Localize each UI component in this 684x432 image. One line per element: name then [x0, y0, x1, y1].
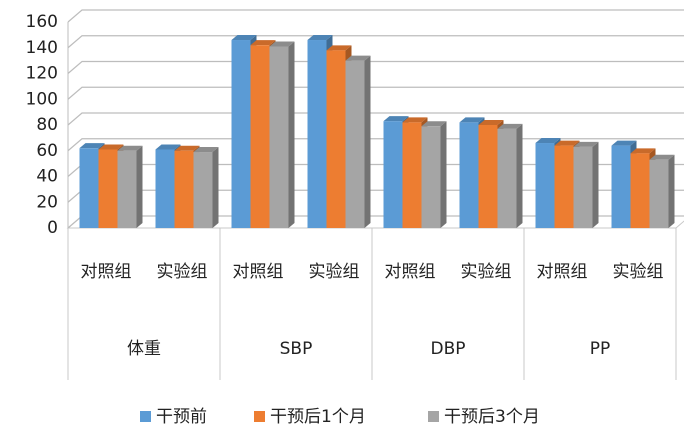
bar	[117, 145, 143, 228]
y-tick-label: 160	[26, 12, 58, 32]
x-tick-label: 实验组	[309, 262, 360, 282]
bar-side	[212, 147, 219, 228]
bar	[573, 141, 599, 228]
bar-top	[497, 123, 523, 129]
legend-label: 干预后1个月	[270, 407, 366, 427]
bar-front	[573, 146, 593, 228]
y-tick-label: 0	[47, 218, 58, 238]
bar-front	[383, 121, 403, 228]
bar-front	[79, 148, 99, 228]
bar-front	[250, 45, 270, 228]
grid-line	[67, 35, 684, 49]
y-tick-label: 40	[36, 167, 58, 187]
bar-front	[478, 125, 498, 228]
bar	[269, 41, 295, 229]
bar-front	[117, 150, 137, 228]
bar-top	[630, 148, 656, 154]
bar-front	[155, 149, 175, 228]
bar-top	[421, 121, 447, 127]
bar-front	[611, 145, 631, 228]
group-label: PP	[590, 339, 611, 359]
bar-side	[288, 41, 295, 229]
bar-front	[402, 122, 422, 228]
bar-side	[516, 123, 523, 228]
bar	[193, 147, 219, 228]
bar-top	[573, 141, 599, 147]
x-tick-label: 实验组	[157, 262, 208, 282]
x-tick-label: 对照组	[385, 262, 436, 282]
group-label: 体重	[127, 339, 161, 359]
bar-front	[307, 40, 327, 229]
bar	[497, 123, 523, 228]
legend-swatch	[140, 411, 151, 422]
legend-swatch	[254, 411, 265, 422]
bar-top	[193, 147, 219, 153]
bar-top	[535, 138, 561, 144]
bar-front	[554, 145, 574, 228]
y-tick-label: 140	[26, 38, 58, 58]
y-tick-label: 80	[36, 115, 58, 135]
bar-top	[231, 35, 257, 41]
bar-top	[155, 144, 181, 150]
bar-top	[307, 35, 333, 41]
grid-line	[67, 60, 684, 74]
bar-front	[174, 150, 194, 228]
bar-top	[117, 145, 143, 151]
bar-front	[269, 46, 289, 229]
x-tick-label: 实验组	[461, 262, 512, 282]
bar-front	[535, 143, 555, 228]
bar-front	[630, 153, 650, 228]
bar-side	[592, 141, 599, 228]
bar-top	[649, 154, 675, 160]
bar-top	[345, 55, 371, 61]
bar-top	[269, 41, 295, 47]
y-tick-label: 20	[36, 192, 58, 212]
x-tick-label: 实验组	[613, 262, 664, 282]
grid-line	[67, 9, 684, 23]
bar-top	[250, 40, 276, 46]
x-tick-label: 对照组	[233, 262, 284, 282]
bar-top	[79, 143, 105, 149]
legend-label: 干预后3个月	[444, 407, 540, 427]
bar-front	[326, 50, 346, 229]
bar-front	[345, 60, 365, 228]
bar-side	[136, 145, 143, 228]
bar-top	[174, 145, 200, 151]
bar-top	[554, 140, 580, 146]
legend-label: 干预前	[156, 407, 207, 427]
x-tick-label: 对照组	[81, 262, 132, 282]
grid-line	[67, 112, 684, 126]
bar-top	[98, 144, 124, 150]
bar-top	[383, 116, 409, 122]
bar-top	[326, 45, 352, 51]
bar-front	[98, 149, 118, 228]
bar-front	[421, 126, 441, 228]
legend-swatch	[428, 411, 439, 422]
bar-front	[649, 159, 669, 228]
bar-top	[459, 117, 485, 123]
bar-front	[497, 128, 517, 228]
bar-top	[402, 117, 428, 123]
y-tick-label: 120	[26, 64, 58, 84]
y-tick-label: 60	[36, 141, 58, 161]
bar-top	[478, 120, 504, 125]
group-label: SBP	[280, 339, 313, 359]
bar-front	[231, 40, 251, 229]
group-label: DBP	[430, 339, 465, 359]
bar-side	[364, 55, 371, 228]
bar	[345, 55, 371, 228]
bar-side	[668, 154, 675, 228]
bar-front	[459, 122, 479, 228]
bar	[649, 154, 675, 228]
x-tick-label: 对照组	[537, 262, 588, 282]
bar-side	[440, 121, 447, 228]
bar	[421, 121, 447, 228]
y-tick-label: 100	[26, 89, 58, 109]
bar-front	[193, 152, 213, 228]
grid-line	[67, 86, 684, 100]
bar-top	[611, 140, 637, 146]
